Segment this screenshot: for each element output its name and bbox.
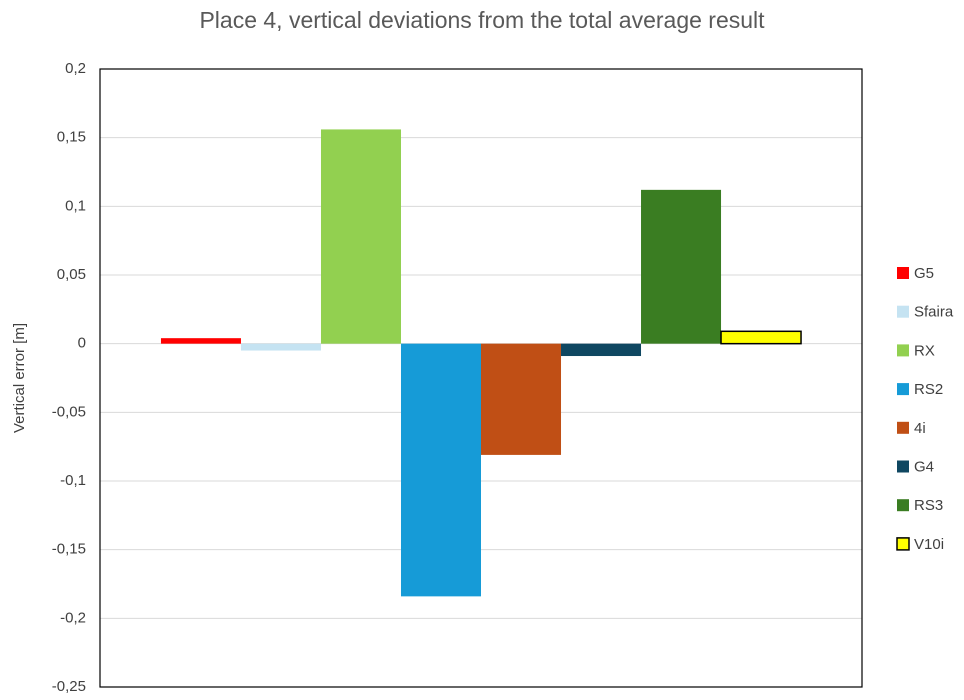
legend-label: Sfaira (914, 304, 954, 321)
y-tick-label: -0,15 (52, 541, 86, 558)
bar (720, 330, 802, 345)
bar (160, 338, 241, 344)
plot-border (99, 68, 863, 688)
legend-label: G4 (914, 458, 934, 475)
legend-swatch (897, 305, 909, 318)
bar (400, 343, 481, 597)
legend-swatch (897, 344, 909, 357)
y-tick-label: 0 (78, 335, 86, 352)
legend-label: V10i (914, 536, 944, 553)
bar (240, 343, 321, 351)
legend-label: G5 (914, 265, 934, 282)
legend-swatch (897, 499, 909, 512)
legend-label: RS2 (914, 381, 943, 398)
chart-title: Place 4, vertical deviations from the to… (199, 7, 765, 33)
y-tick-label: 0,1 (65, 197, 86, 214)
legend-label: RS3 (914, 497, 943, 514)
y-tick-label: 0,2 (65, 60, 86, 77)
bar (641, 189, 722, 344)
bar (320, 129, 401, 344)
legend-swatch (897, 383, 909, 396)
y-tick-label: 0,05 (57, 266, 86, 283)
y-tick-label: -0,05 (52, 403, 86, 420)
y-tick-label: -0,1 (60, 472, 86, 489)
legend-swatch (897, 421, 909, 434)
y-tick-label: -0,25 (52, 678, 86, 695)
legend-swatch (897, 460, 909, 473)
legend-label: RX (914, 342, 935, 359)
legend-swatch (897, 267, 909, 279)
legend-swatch (896, 537, 910, 551)
bar (481, 343, 562, 455)
legend-label: 4i (914, 420, 926, 437)
y-axis-label: Vertical error [m] (11, 323, 28, 433)
y-tick-label: -0,2 (60, 609, 86, 626)
bar (561, 343, 642, 357)
y-tick-label: 0,15 (57, 129, 86, 146)
